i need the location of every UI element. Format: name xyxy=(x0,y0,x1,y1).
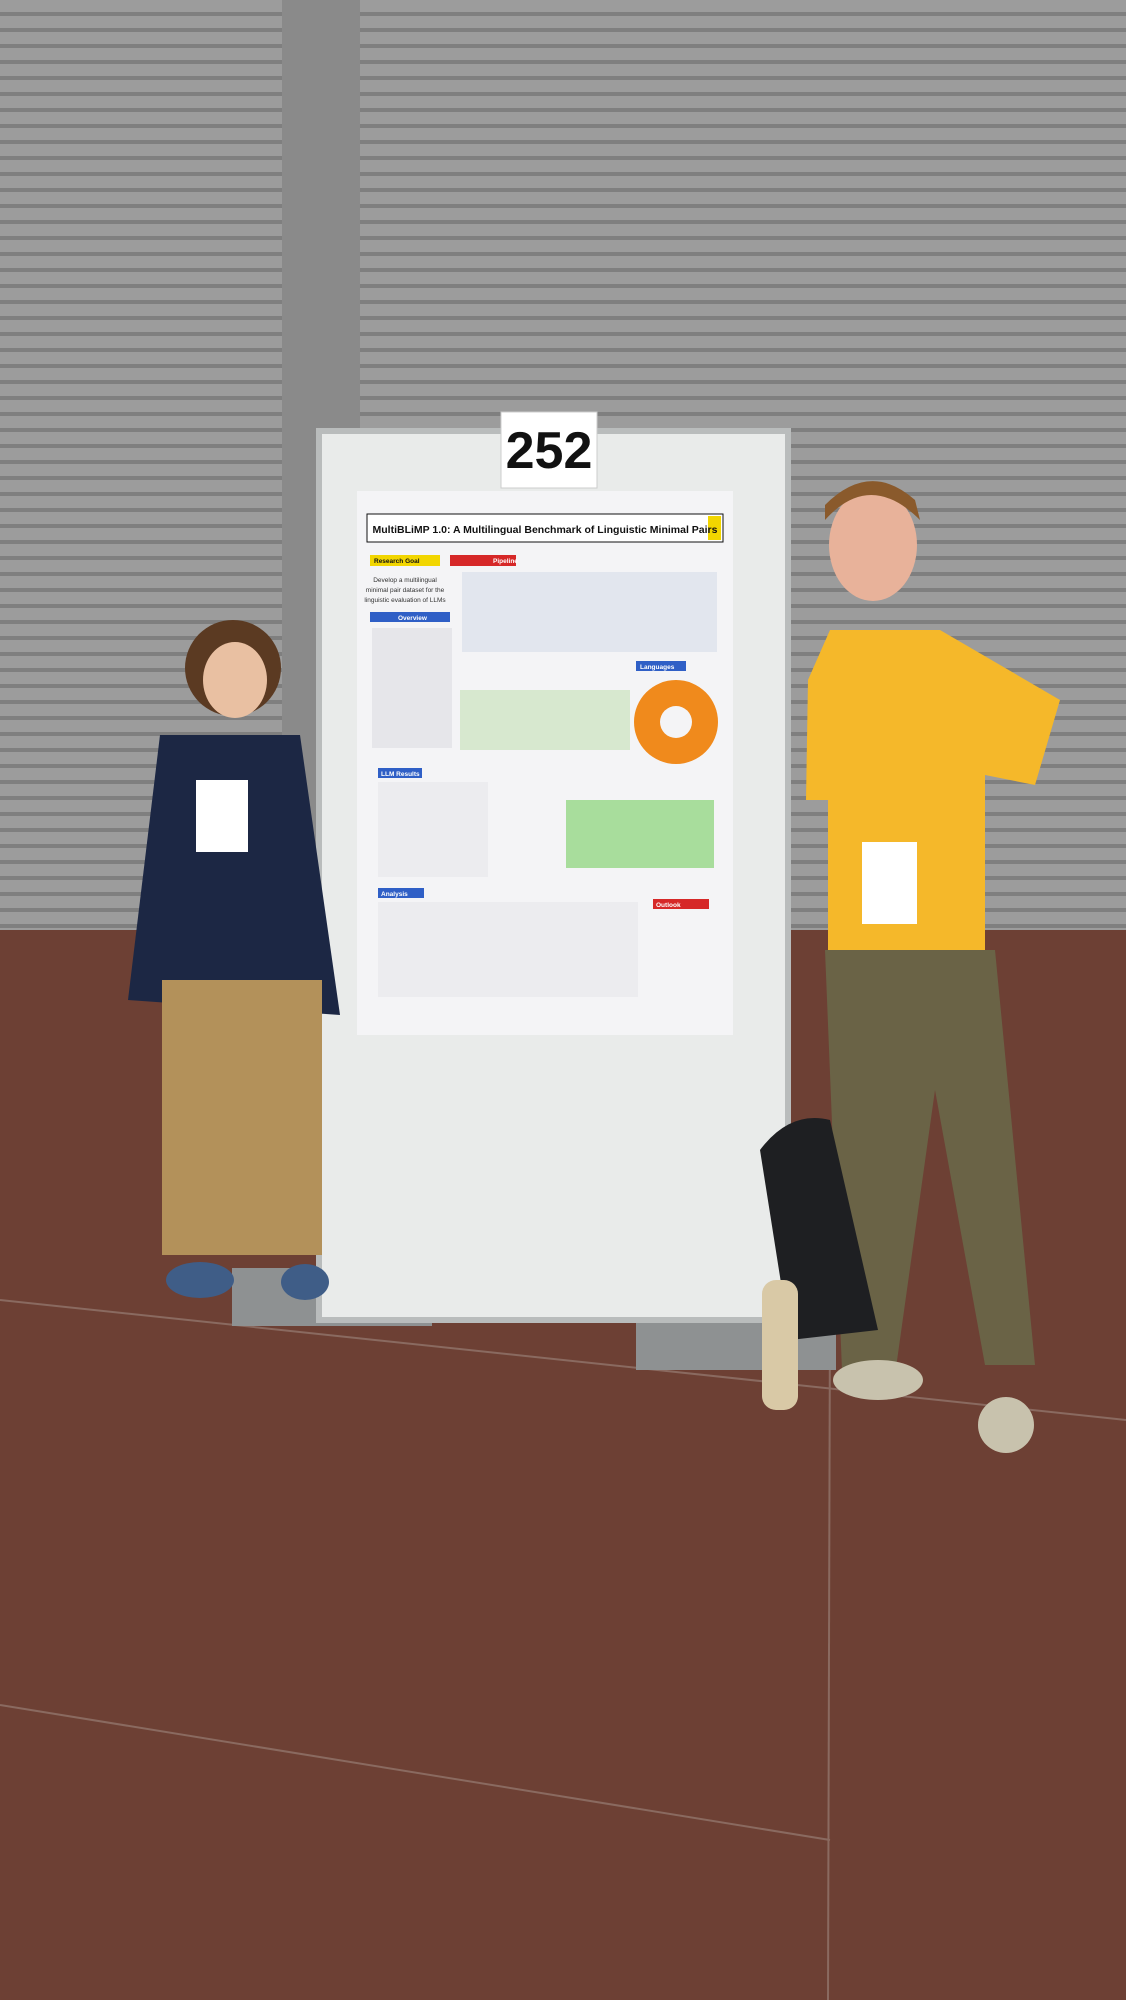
section-tag xyxy=(653,899,709,909)
section-tag xyxy=(636,661,686,671)
title-accent xyxy=(708,516,721,540)
title-bar xyxy=(366,513,724,543)
person-trousers xyxy=(825,950,1035,1375)
goal-text: Develop a multilingual xyxy=(373,577,437,584)
person-face xyxy=(829,489,917,601)
name-badge xyxy=(862,842,917,924)
floor-seam xyxy=(0,1299,1126,1421)
floor-seam xyxy=(827,1299,831,2000)
board-number: 252 xyxy=(506,422,593,480)
floor-seam xyxy=(0,1704,831,1841)
poster-tube xyxy=(762,1280,798,1410)
section-tag xyxy=(450,555,516,566)
section-title: Languages xyxy=(640,664,675,671)
person-trousers xyxy=(162,980,322,1255)
number-card xyxy=(500,411,598,489)
section-title: Pipeline xyxy=(493,558,518,565)
section-tag xyxy=(378,888,424,898)
section-title: Outlook xyxy=(656,902,681,909)
person-shoe xyxy=(166,1262,234,1298)
results-heatmap xyxy=(566,800,714,868)
person-shoe xyxy=(281,1264,329,1300)
section-tag xyxy=(370,612,450,622)
name-badge xyxy=(196,780,248,852)
results-plots xyxy=(378,782,488,877)
goal-text: linguistic evaluation of LLMs xyxy=(364,597,446,604)
person-hair xyxy=(825,481,920,520)
language-chart-hole xyxy=(660,706,692,738)
goal-text: minimal pair dataset for the xyxy=(366,587,445,594)
person-shoe xyxy=(978,1397,1034,1453)
section-title: Research Goal xyxy=(374,558,420,565)
person-jacket xyxy=(128,735,340,1015)
poster-title: MultiBLiMP 1.0: A Multilingual Benchmark… xyxy=(373,524,718,536)
analysis-plots xyxy=(378,902,638,997)
person-face xyxy=(203,642,267,718)
section-tag xyxy=(370,555,440,566)
section-tag xyxy=(378,768,422,778)
person-shoe xyxy=(833,1360,923,1400)
section-title: Overview xyxy=(398,615,428,622)
section-title: Analysis xyxy=(381,891,408,898)
results-table xyxy=(460,690,630,750)
pipeline-figure xyxy=(462,572,717,652)
section-title: LLM Results xyxy=(381,771,420,778)
text-block xyxy=(372,628,452,748)
